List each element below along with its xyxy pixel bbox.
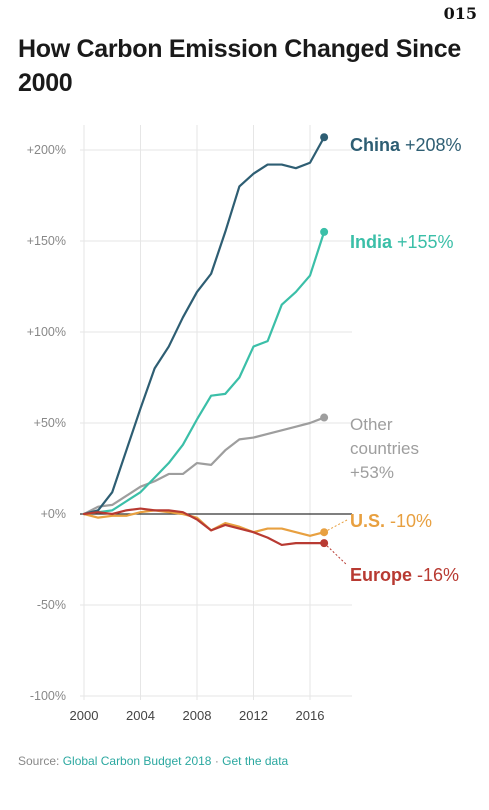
y-tick-label: +150% <box>27 234 66 248</box>
y-tick-label: +0% <box>41 507 66 521</box>
series-label: U.S. -10% <box>350 511 432 531</box>
x-tick-label: 2012 <box>239 708 268 723</box>
series-line-europe <box>82 507 326 547</box>
source-prefix: Source: <box>18 754 63 768</box>
series-label: India +155% <box>350 232 454 252</box>
chart-title: How Carbon Emission Changed Since 2000 <box>18 35 461 97</box>
end-marker <box>320 227 329 236</box>
footer-separator: · <box>211 754 223 768</box>
source-link[interactable]: Global Carbon Budget 2018 <box>62 754 212 768</box>
series-line-other-countries <box>82 416 326 516</box>
leader-line <box>323 519 348 533</box>
end-marker <box>320 133 329 142</box>
y-tick-label: +200% <box>27 143 66 157</box>
x-tick-label: 2004 <box>126 708 155 723</box>
y-tick-label: -100% <box>30 689 66 703</box>
page-number: 015 <box>443 4 477 23</box>
y-tick-label: +100% <box>27 325 66 339</box>
x-tick-label: 2008 <box>183 708 212 723</box>
series-line-china <box>82 136 326 516</box>
end-marker <box>320 413 329 422</box>
x-tick-label: 2000 <box>70 708 99 723</box>
series-label: Europe -16% <box>350 565 459 585</box>
series-label: China +208% <box>350 135 462 155</box>
series-line-india <box>82 230 326 516</box>
get-data-link[interactable]: Get the data <box>222 754 289 768</box>
source-footer: Source: Global Carbon Budget 2018 · Get … <box>18 754 288 768</box>
leader-line <box>323 542 348 566</box>
y-tick-label: +50% <box>34 416 66 430</box>
x-tick-label: 2016 <box>296 708 325 723</box>
y-tick-label: -50% <box>37 598 66 612</box>
series-label: Other countries +53% <box>350 415 419 482</box>
